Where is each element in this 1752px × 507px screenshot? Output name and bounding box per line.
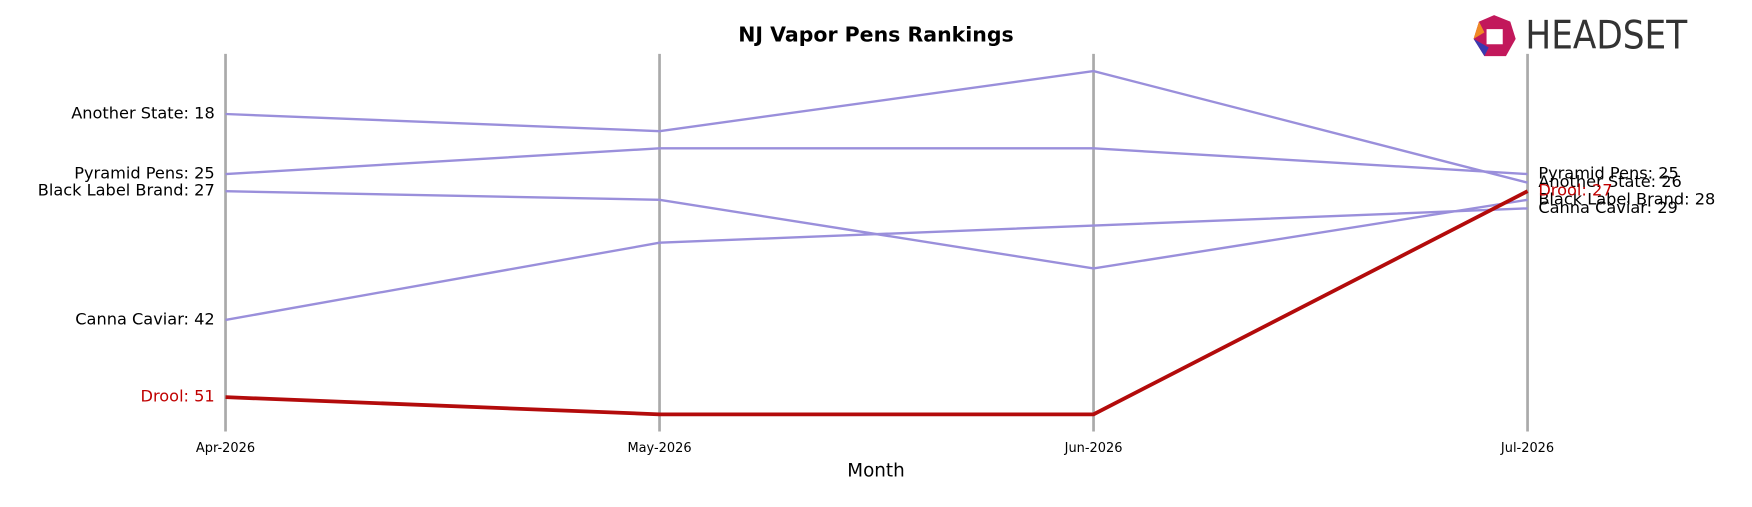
value-label: Canna Caviar: 42 (75, 309, 214, 328)
series-line (225, 69, 1528, 184)
value-label: Pyramid Pens: 25 (74, 164, 215, 183)
value-label: Black Label Brand: 27 (38, 181, 215, 200)
logo-facet (1473, 38, 1489, 57)
x-tick-label: May-2026 (627, 441, 691, 456)
logo-facet (1473, 21, 1485, 39)
logo-hole (1486, 29, 1503, 45)
x-tick-label: Apr-2026 (196, 441, 255, 456)
series-line (225, 147, 1528, 176)
value-label: Black Label Brand: 28 (1538, 189, 1715, 208)
value-label: Drool: 27 (1538, 181, 1612, 200)
x-axis-label: Month (847, 460, 904, 481)
logo: HEADSET (1473, 13, 1687, 58)
x-tick-label: Jul-2026 (1500, 441, 1554, 456)
value-label: Drool: 51 (141, 387, 215, 406)
logo-text: HEADSET (1525, 13, 1687, 58)
series-line (225, 190, 1528, 270)
chart-title: NJ Vapor Pens Rankings (738, 23, 1013, 47)
value-label: Pyramid Pens: 25 (1538, 164, 1679, 183)
series-line (225, 207, 1528, 322)
value-label: Another State: 26 (1538, 172, 1682, 191)
value-label: Another State: 18 (71, 104, 215, 123)
x-tick-label: Jun-2026 (1064, 441, 1123, 456)
series-line (225, 189, 1529, 417)
value-label: Canna Caviar: 29 (1538, 198, 1677, 217)
